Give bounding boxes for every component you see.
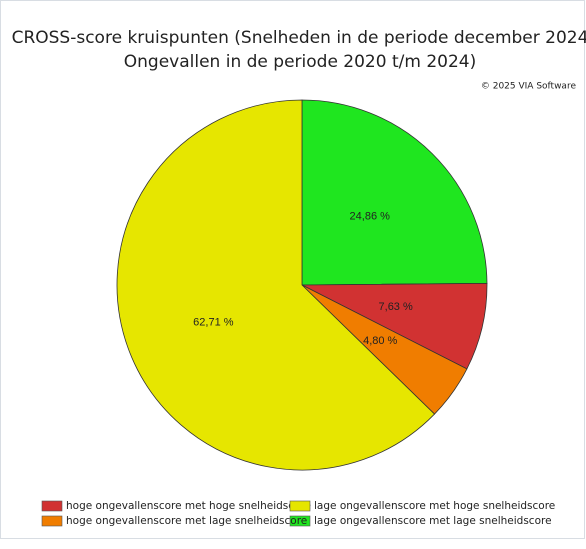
data-label: 62,71 % bbox=[193, 316, 234, 328]
legend-swatch bbox=[289, 500, 311, 512]
credit: © 2025 VIA Software bbox=[481, 82, 577, 92]
chart-title: Ongevallen in de periode 2020 t/m 2024) bbox=[124, 52, 476, 72]
chart-title: CROSS-score kruispunten (Snelheden in de… bbox=[12, 28, 586, 48]
legend-label: lage ongevallenscore met hoge snelheidsc… bbox=[314, 500, 555, 512]
legend-swatch bbox=[289, 515, 311, 527]
legend-swatch bbox=[41, 500, 63, 512]
legend-swatch bbox=[41, 515, 63, 527]
legend-label: lage ongevallenscore met lage snelheidsc… bbox=[314, 515, 552, 527]
data-label: 24,86 % bbox=[350, 211, 391, 223]
legend-label: hoge ongevallenscore met lage snelheidsc… bbox=[66, 515, 307, 527]
data-label: 7,63 % bbox=[379, 301, 413, 313]
pie-slice bbox=[301, 99, 488, 286]
pie-slice bbox=[116, 99, 436, 471]
data-label: 4,80 % bbox=[363, 335, 397, 347]
legend-label: hoge ongevallenscore met hoge snelheidsc… bbox=[66, 500, 311, 512]
